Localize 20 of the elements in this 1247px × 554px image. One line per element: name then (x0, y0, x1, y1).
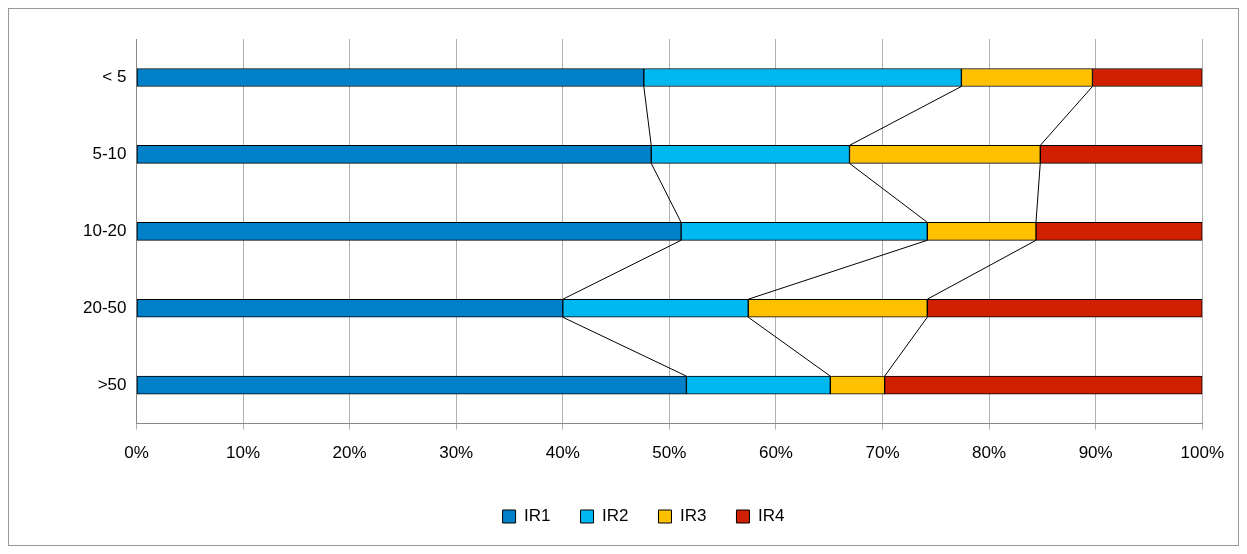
legend-label: IR4 (757, 506, 785, 526)
y-tick-label: < 5 (102, 67, 127, 87)
y-tick-label: 5-10 (92, 144, 127, 164)
y-tick-label: 20-50 (83, 297, 127, 317)
x-tick-label: 80% (972, 443, 1007, 463)
legend-label: IR3 (680, 506, 707, 526)
x-tick-label: 30% (439, 443, 474, 463)
legend-label: IR2 (602, 506, 629, 526)
y-tick-label: 10-20 (83, 220, 127, 240)
y-tick-label: >50 (97, 374, 127, 394)
legend-label: IR1 (524, 506, 551, 526)
x-tick-label: 100% (1180, 443, 1224, 463)
x-tick-label: 60% (758, 443, 793, 463)
x-tick-label: 20% (332, 443, 367, 463)
x-tick-label: 70% (865, 443, 900, 463)
x-tick-label: 10% (226, 443, 261, 463)
x-tick-label: 50% (652, 443, 687, 463)
x-tick-label: 40% (545, 443, 580, 463)
x-tick-label: 0% (124, 443, 149, 463)
x-tick-label: 90% (1078, 443, 1113, 463)
